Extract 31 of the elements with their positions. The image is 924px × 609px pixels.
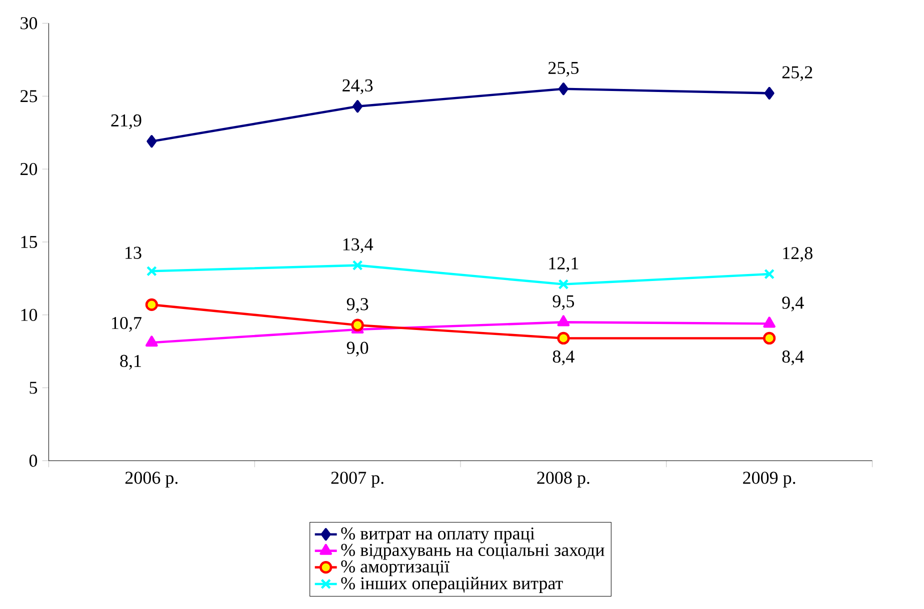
x-tick-label: 2009 р.: [743, 472, 796, 488]
data-label: 9,0: [346, 342, 368, 356]
data-label: 8,4: [782, 350, 804, 366]
data-label: 9,4: [782, 296, 804, 312]
x-tick-label: 2007 р.: [331, 472, 384, 488]
data-label: 21,9: [111, 114, 142, 129]
y-tick-label: 25: [20, 90, 38, 102]
y-tick-label: 20: [20, 162, 38, 175]
data-label: 25,5: [548, 62, 579, 76]
legend-label: % амортизації: [341, 560, 450, 576]
legend-label: % витрат на оплату праці: [341, 527, 535, 544]
data-label: 13,4: [343, 238, 374, 253]
data-label: 12,8: [783, 246, 812, 262]
data-label: 25,2: [782, 66, 812, 81]
data-label: 8,1: [120, 354, 141, 370]
data-label: 24,3: [342, 79, 373, 94]
legend-label: % відрахувань на соціальні заходи: [341, 544, 604, 560]
legend-label: % інших операційних витрат: [341, 576, 563, 593]
data-label: 9,3: [346, 298, 368, 313]
y-tick-label: 15: [21, 236, 38, 248]
y-tick-label: 0: [29, 454, 38, 467]
data-label: 9,5: [552, 295, 574, 310]
y-tick-label: 5: [30, 382, 38, 394]
data-label: 10,7: [112, 316, 142, 332]
data-label: 8,4: [552, 350, 574, 366]
x-tick-label: 2008 р.: [537, 472, 590, 488]
y-tick-label: 30: [20, 16, 38, 30]
x-tick-label: 2006 р.: [125, 472, 178, 488]
y-tick-label: 10: [21, 308, 38, 321]
data-label: 12,1: [549, 257, 578, 272]
data-label: 13: [126, 246, 142, 259]
